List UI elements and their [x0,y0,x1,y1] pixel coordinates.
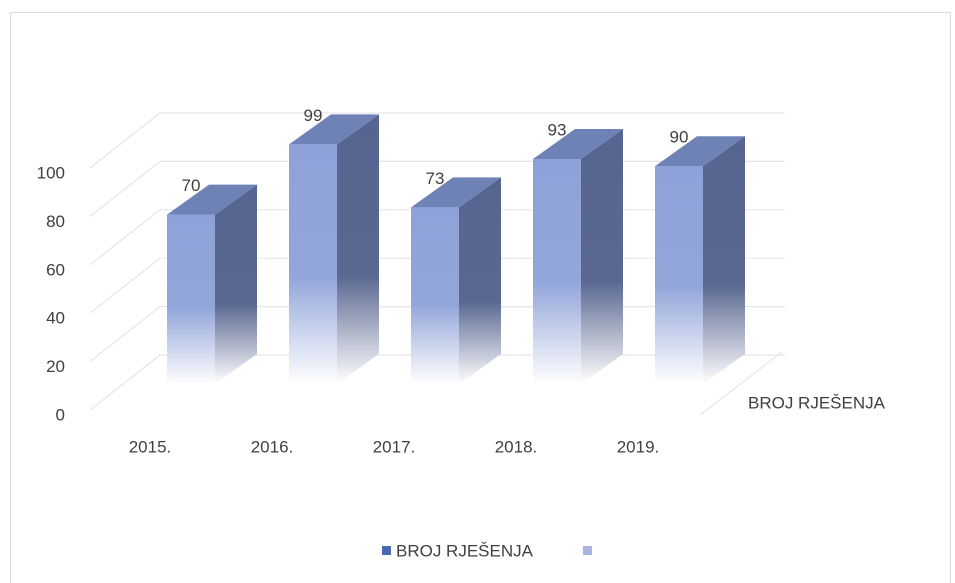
bar-side [581,128,623,384]
plot-area: 0 20 40 60 80 100 2015. 70 2016. 99 2017. 73 2018. 93… [37,106,785,456]
x-tick-label: 2017. [373,437,416,456]
bar [289,144,337,384]
legend-swatch [382,546,391,555]
y-tick-label: 40 [46,309,65,328]
y-tick-label: 80 [46,212,65,231]
y-tick-label: 100 [37,163,65,182]
x-tick-label: 2016. [251,437,294,456]
depth-axis [699,351,783,416]
chart-border [10,12,951,583]
data-label: 93 [548,120,567,139]
legend-label: BROJ RJEŠENJA [396,541,534,560]
bar-top [655,136,745,167]
x-tick-label: 2015. [129,437,172,456]
bar-top [167,184,257,215]
bar-top [289,114,379,145]
bar [533,158,581,384]
data-label: 99 [304,106,323,125]
bar [655,166,703,384]
bar [167,214,215,384]
depth-axis-label: BROJ RJEŠENJA [748,393,886,412]
data-label: 70 [182,176,201,195]
bar-side [459,177,501,384]
x-tick-label: 2019. [617,437,660,456]
bar-side [703,136,745,384]
bar-top [411,177,501,208]
data-label: 90 [670,128,689,147]
legend-swatch-extra [583,546,592,555]
y-tick-label: 0 [56,405,65,424]
grid-line [89,112,785,169]
y-tick-label: 60 [46,260,65,279]
x-tick-label: 2018. [495,437,538,456]
y-tick-label: 20 [46,357,65,376]
data-label: 73 [426,169,445,188]
bar-side [215,184,257,384]
bar-top [533,128,623,159]
bar-side [337,114,379,385]
bar [411,207,459,384]
